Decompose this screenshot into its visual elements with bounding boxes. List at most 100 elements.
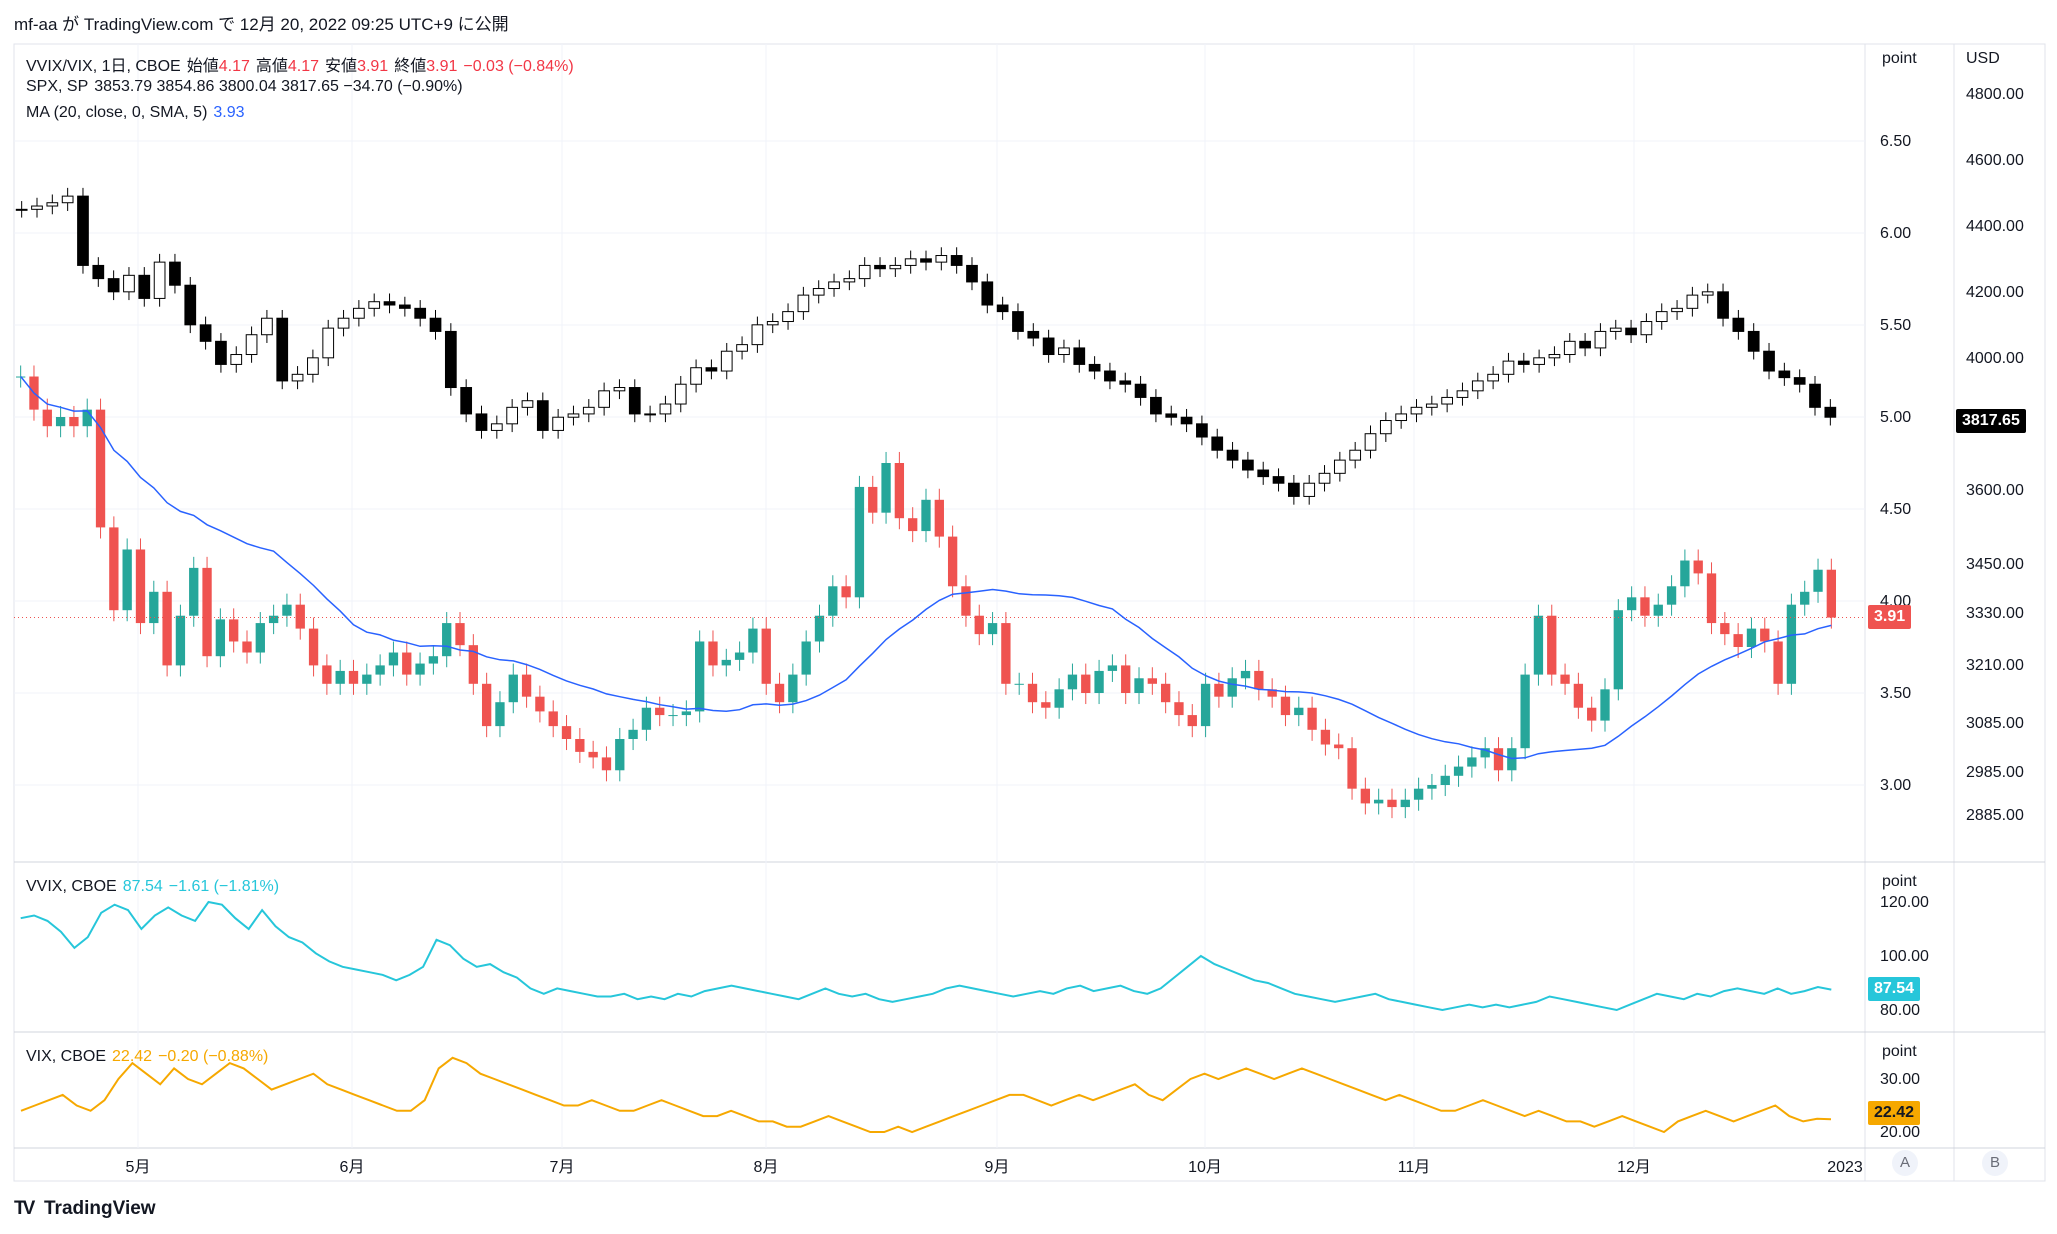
- ratio-candle: [82, 409, 92, 427]
- ratio-candle: [1347, 748, 1357, 789]
- spx-candle: [184, 284, 197, 326]
- spx-candle: [1502, 360, 1515, 375]
- ratio-candle: [1400, 799, 1410, 808]
- axis-header-point-vix: point: [1882, 1043, 1917, 1060]
- spx-y-tick-label: 4000.00: [1966, 350, 2024, 367]
- spx-candle: [828, 281, 840, 290]
- ratio-candle: [1160, 683, 1171, 703]
- spx-candle: [751, 324, 764, 346]
- ratio-candle: [455, 623, 465, 646]
- ratio-candle: [1041, 702, 1051, 708]
- ratio-candle: [801, 641, 811, 675]
- spx-y-tick-label: 2985.00: [1966, 764, 2024, 781]
- spx-candle: [1119, 380, 1132, 385]
- spx-candle: [1594, 330, 1607, 349]
- spx-candle: [199, 324, 212, 342]
- x-tick-label: 10月: [1188, 1159, 1222, 1176]
- ratio-candle: [828, 586, 838, 616]
- ratio-y-tick-label: 6.00: [1880, 225, 1911, 242]
- axis-header-point: point: [1882, 50, 1917, 67]
- ratio-candle: [961, 586, 971, 616]
- legend-change: −0.03 (−0.84%): [463, 58, 574, 75]
- spx-candle: [1150, 396, 1162, 415]
- spx-candle: [567, 413, 580, 418]
- spx-candle: [322, 327, 335, 359]
- spx-candle: [1042, 337, 1055, 356]
- ratio-candle: [1547, 615, 1557, 675]
- x-tick-label: 6月: [340, 1159, 365, 1176]
- ratio-candle: [442, 623, 452, 657]
- ratio-candle: [362, 674, 372, 684]
- spx-candle: [15, 208, 28, 211]
- ratio-candle: [628, 729, 638, 739]
- ratio-candle: [1626, 597, 1637, 611]
- ratio-candle: [974, 615, 984, 635]
- ratio-candle: [774, 683, 785, 703]
- ratio-candle: [1680, 560, 1690, 587]
- legend-ma-value: 3.93: [213, 104, 245, 121]
- legend-spx: SPX, SP 3853.79 3854.86 3800.04 3817.65 −…: [26, 78, 469, 96]
- ratio-y-tick-label: 5.50: [1880, 317, 1911, 334]
- ratio-candle: [1733, 634, 1743, 647]
- tradingview-logo-icon: TV: [14, 1198, 35, 1219]
- log-scale-button[interactable]: B: [1982, 1150, 2008, 1176]
- spx-candle: [1242, 459, 1254, 471]
- spx-y-tick-label: 3210.00: [1966, 657, 2024, 674]
- ratio-candle: [1360, 788, 1371, 804]
- ratio-candle: [1613, 610, 1623, 690]
- spx-candle: [935, 255, 948, 263]
- spx-candle: [291, 373, 304, 382]
- ratio-y-tick-label: 6.50: [1880, 133, 1911, 150]
- spx-candle: [398, 304, 411, 309]
- ratio-candle: [308, 628, 319, 666]
- ratio-candle: [335, 670, 345, 684]
- spx-candle: [628, 387, 641, 415]
- spx-candle: [460, 387, 473, 415]
- ratio-candle: [1227, 678, 1237, 697]
- ratio-candle: [1826, 569, 1837, 618]
- ratio-candle: [908, 518, 918, 532]
- spx-candle: [1778, 370, 1791, 379]
- ratio-candle: [1134, 678, 1144, 693]
- ratio-candle: [1187, 715, 1197, 727]
- publish-header: mf-aa が TradingView.com で 12月 20, 2022 0…: [14, 15, 509, 34]
- legend-vvix-change: −1.61 (−1.81%): [168, 878, 280, 895]
- legend-vvix: VVIX, CBOE 87.54 −1.61 (−1.81%): [26, 878, 285, 896]
- ratio-candle: [268, 615, 279, 624]
- ratio-candle: [521, 674, 532, 697]
- spx-candle: [245, 334, 258, 356]
- ratio-candle: [122, 549, 132, 611]
- ratio-candle: [1081, 674, 1091, 693]
- ratio-candle: [1121, 665, 1131, 693]
- ratio-candle: [1520, 674, 1530, 749]
- spx-candle: [276, 317, 289, 382]
- ratio-candle: [748, 628, 758, 653]
- ratio-candle: [1706, 573, 1717, 624]
- chart-frame: [13, 43, 2046, 1182]
- spx-candle: [1747, 330, 1760, 352]
- spx-candle: [92, 264, 105, 280]
- ratio-candle: [1693, 560, 1703, 574]
- legend-spx-values: 3853.79 3854.86 3800.04 3817.65 −34.70 (…: [94, 78, 463, 95]
- ratio-candle: [854, 486, 865, 598]
- spx-candle: [1533, 357, 1545, 365]
- spx-candle: [1456, 390, 1469, 398]
- ratio-candle: [282, 604, 292, 616]
- spx-candle: [1379, 420, 1392, 435]
- spx-candle: [1027, 330, 1040, 339]
- spx-candle: [1364, 433, 1377, 451]
- vvix-price-tag: 87.54: [1868, 977, 1921, 1001]
- spx-candle: [1717, 291, 1729, 319]
- ratio-y-tick-label: 3.50: [1880, 685, 1911, 702]
- auto-scale-button[interactable]: A: [1892, 1150, 1918, 1176]
- ratio-candle: [255, 623, 265, 653]
- spx-candle: [1579, 340, 1591, 349]
- vix-y-tick-label: 30.00: [1880, 1071, 1920, 1088]
- spx-candle: [1517, 360, 1530, 365]
- spx-candle: [996, 304, 1009, 313]
- spx-y-tick-label: 4400.00: [1966, 218, 2024, 235]
- spx-candle: [1349, 449, 1362, 461]
- ratio-candle: [1387, 799, 1397, 808]
- x-tick-label: 12月: [1617, 1159, 1651, 1176]
